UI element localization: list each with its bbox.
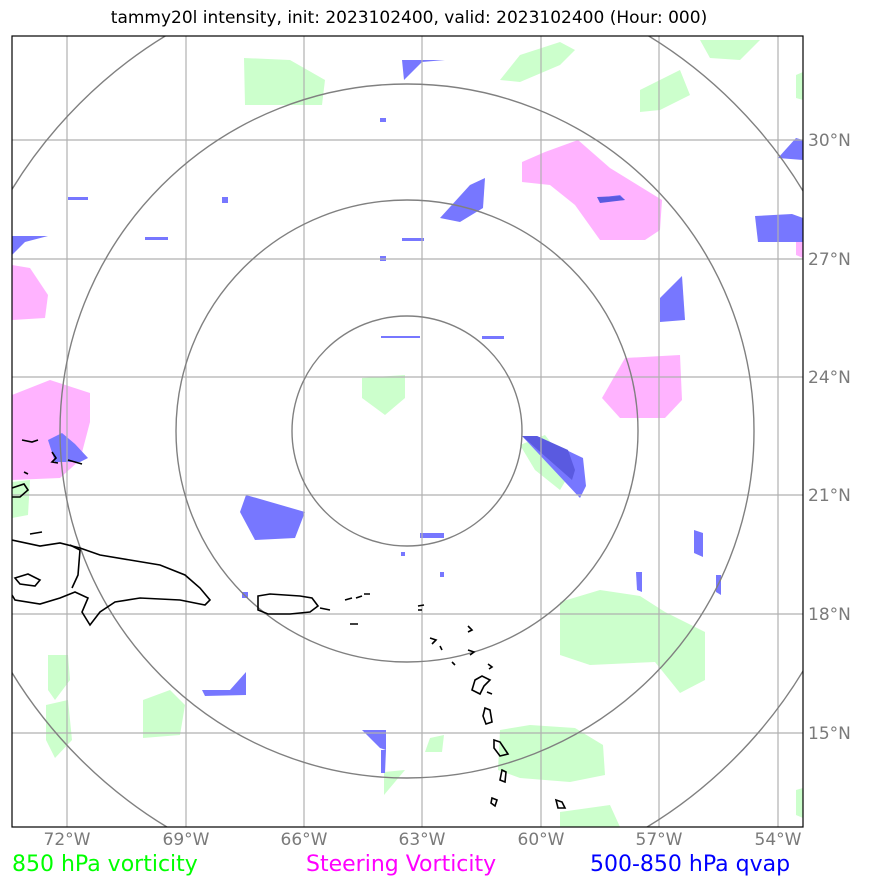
- latitude-axis: 30°N 27°N 24°N 21°N 18°N 15°N: [808, 131, 851, 744]
- plot-frame: [11, 35, 804, 828]
- legend-steering-vorticity: Steering Vorticity: [306, 852, 497, 877]
- lat-label: 27°N: [808, 250, 851, 270]
- lesser-antilles: [429, 625, 567, 809]
- virgin-islands: [319, 593, 425, 625]
- lat-label: 21°N: [808, 486, 851, 506]
- lon-label: 60°W: [518, 830, 565, 850]
- lon-label: 54°W: [755, 830, 802, 850]
- cuba-east-coast: [21, 439, 83, 475]
- longitude-axis: 72°W 69°W 66°W 63°W 60°W 57°W 54°W: [44, 830, 802, 850]
- lat-label: 18°N: [808, 605, 851, 625]
- jamaica-coast: [13, 573, 42, 587]
- lon-label: 57°W: [636, 830, 683, 850]
- overlap-layer: [522, 196, 625, 480]
- lat-label: 30°N: [808, 131, 851, 151]
- legend-850-vorticity: 850 hPa vorticity: [12, 852, 198, 877]
- map-title: tammy20l intensity, init: 2023102400, va…: [110, 8, 708, 28]
- lon-label: 63°W: [399, 830, 446, 850]
- lat-label: 24°N: [808, 368, 851, 388]
- puerto-rico-coast: [257, 593, 320, 615]
- coastlines: [12, 439, 567, 809]
- lon-label: 69°W: [163, 830, 210, 850]
- lon-label: 66°W: [281, 830, 328, 850]
- hispaniola-coast: [12, 539, 212, 627]
- cuba-coast: [12, 483, 30, 498]
- gridlines: [12, 36, 803, 827]
- legend-qvap: 500-850 hPa qvap: [590, 852, 791, 877]
- vorticity-850-layer: [12, 40, 803, 827]
- lat-label: 15°N: [808, 724, 851, 744]
- steering-vorticity-layer: [12, 140, 803, 480]
- hispaniola-north: [29, 531, 81, 589]
- lon-label: 72°W: [44, 830, 91, 850]
